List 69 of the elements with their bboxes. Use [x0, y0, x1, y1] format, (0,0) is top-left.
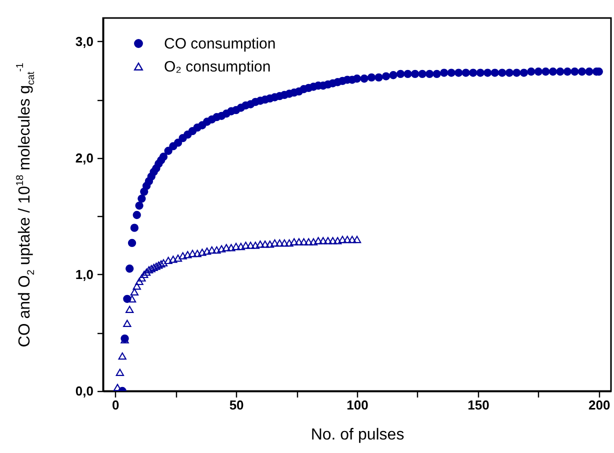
point	[169, 256, 178, 263]
point	[300, 238, 308, 246]
point	[159, 259, 168, 266]
point	[142, 268, 151, 276]
point	[270, 239, 279, 247]
point	[260, 240, 270, 248]
point	[126, 306, 134, 314]
point	[198, 248, 206, 256]
point	[193, 250, 202, 258]
point	[135, 278, 144, 286]
point	[174, 254, 182, 262]
point	[343, 236, 352, 244]
point	[147, 264, 156, 272]
x-tick-label: 0	[112, 398, 120, 412]
point	[285, 239, 294, 247]
point	[144, 266, 154, 274]
point	[184, 251, 192, 258]
point	[154, 262, 163, 269]
legend-label: CO consumption	[164, 36, 276, 52]
point	[256, 240, 264, 248]
point	[150, 264, 158, 272]
point	[328, 237, 337, 244]
point	[246, 242, 255, 249]
point	[118, 352, 126, 360]
legend-label: O₂ consumption	[164, 58, 271, 76]
point	[338, 236, 347, 244]
point	[156, 260, 166, 268]
point	[132, 282, 141, 290]
point	[116, 368, 124, 376]
point	[123, 320, 132, 328]
point	[304, 238, 313, 246]
point	[324, 237, 332, 244]
point	[178, 252, 187, 260]
point	[152, 262, 160, 270]
point	[276, 239, 284, 247]
point	[227, 244, 236, 252]
point	[294, 238, 304, 246]
point	[212, 246, 221, 254]
point	[266, 240, 274, 248]
point	[348, 236, 356, 244]
point	[208, 246, 216, 254]
point	[280, 239, 289, 247]
point	[202, 248, 212, 255]
point	[232, 242, 240, 250]
point	[251, 242, 260, 249]
point	[217, 245, 226, 252]
point	[222, 244, 230, 252]
y-tick-label: 3,0	[75, 34, 94, 49]
point	[334, 237, 342, 244]
x-tick-label: 100	[346, 398, 368, 412]
point	[164, 256, 172, 264]
point	[309, 238, 318, 246]
point	[319, 237, 328, 244]
x-tick-label: 200	[588, 398, 610, 412]
point	[130, 288, 139, 296]
point	[140, 270, 148, 278]
point	[242, 242, 250, 249]
y-tick-label: 0,0	[75, 384, 94, 398]
point	[352, 236, 362, 244]
point	[314, 237, 322, 244]
y-tick-label: 2,0	[75, 150, 94, 166]
point	[138, 274, 146, 282]
x-tick-label: 150	[468, 398, 490, 412]
point	[290, 238, 298, 246]
x-axis-title: No. of pulses	[310, 426, 404, 444]
y-tick-label: 1,0	[75, 266, 94, 282]
point	[236, 242, 245, 250]
x-tick-label: 50	[229, 398, 244, 412]
point	[188, 250, 197, 258]
